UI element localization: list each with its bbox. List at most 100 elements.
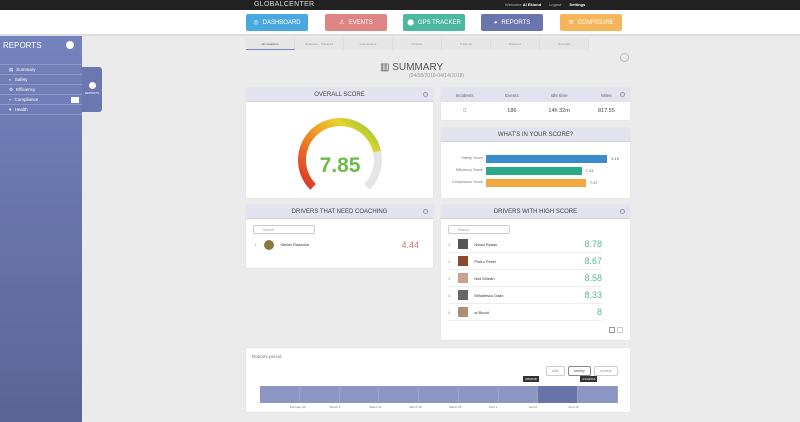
sidebar-item-efficiency[interactable]: ⚙ Efficiency <box>0 85 82 95</box>
avatar <box>458 239 469 249</box>
info-icon[interactable] <box>423 209 428 214</box>
top-bar: GLOBALCENTER Welcome Al Eklund Logout Se… <box>0 0 800 10</box>
timeline-range[interactable] <box>260 386 619 403</box>
date-range: (04/08/2018-04/14/2018) <box>409 73 465 79</box>
stat-header: Idle time <box>550 92 568 98</box>
timeline-week[interactable] <box>578 386 619 403</box>
driver-name: Piotro Pesel <box>474 258 496 264</box>
rank: 4. <box>448 292 452 298</box>
page-title: ▥ SUMMARY <box>380 62 443 73</box>
settings-link[interactable]: Settings <box>569 2 586 7</box>
timeline-week[interactable] <box>340 386 380 403</box>
warning-icon: ⚠ <box>339 20 345 26</box>
nav-label: CONFIGURE <box>577 19 614 26</box>
nav-label: GPS TRACKER <box>417 19 461 26</box>
avatar <box>458 256 469 266</box>
gauge-fill <box>298 118 381 190</box>
nav-configure[interactable]: ⚒ CONFIGURE <box>560 14 622 31</box>
panel-title: OVERALL SCORE <box>314 91 365 98</box>
sidebar-item-safety[interactable]: ◐ Safety <box>0 75 82 85</box>
subtab[interactable]: Trade Co <box>442 38 491 50</box>
driver-row[interactable]: 3. Neil Dillean 8.58 <box>448 270 602 287</box>
sub-tabs: All Locations Defensive · Pipelines Conn… <box>246 38 589 50</box>
next-page-button[interactable] <box>617 327 623 333</box>
summary-icon: ▤ <box>9 66 14 72</box>
driver-name: Stefan Radecka <box>280 242 309 247</box>
driver-score: 8.58 <box>584 273 602 283</box>
subtab[interactable]: Terminals <box>540 38 589 50</box>
export-icon[interactable] <box>620 53 629 62</box>
info-icon[interactable] <box>620 92 625 97</box>
sidebar-item-compliance[interactable]: ≈ Compliance <box>0 95 82 105</box>
nav-gps-tracker[interactable]: ⬤ GPS TRACKER <box>403 14 465 31</box>
coaching-panel: DRIVERS THAT NEED COACHING Search 1. Ste… <box>246 205 433 268</box>
sidebar-item-summary[interactable]: ▤ Summary <box>0 65 82 75</box>
timeline-tick-label: March 11 <box>369 405 382 409</box>
timeline-week[interactable] <box>419 386 459 403</box>
subtab[interactable]: Business <box>491 38 540 50</box>
timeline-week[interactable] <box>260 386 300 403</box>
nav-dashboard[interactable]: ◎ DASHBOARD <box>246 14 308 31</box>
nav-reports[interactable]: ◕ REPORTS <box>481 14 543 31</box>
timeline-tick-label: April 8 <box>528 405 538 409</box>
sidebar-item-label: Efficiency <box>16 87 36 92</box>
driver-name: al Bicchi <box>474 309 490 315</box>
timeline-week[interactable] <box>379 386 420 403</box>
subtab[interactable]: Connections <box>344 38 393 50</box>
info-icon[interactable] <box>620 209 625 214</box>
driver-row[interactable]: 5. al Bicchi 8 <box>448 304 602 321</box>
reports-logo-icon <box>66 41 74 49</box>
daily-button[interactable]: daily <box>545 366 566 376</box>
sidebar: REPORTS ▤ Summary ◐ Safety ⚙ Efficiency ≈ Co… <box>0 36 82 422</box>
weekly-button[interactable]: weekly <box>568 366 591 376</box>
reports-flyout[interactable]: REPORTS <box>82 67 102 112</box>
location-icon: ⬤ <box>407 20 414 26</box>
nav-label: REPORTS <box>501 19 531 26</box>
prev-page-button[interactable] <box>609 327 615 333</box>
miles-value: 817.55 <box>597 108 615 114</box>
subtab[interactable]: Defensive · Pipelines <box>295 38 344 50</box>
driver-row[interactable]: 1. Stefan Radecka 4.44 <box>246 236 433 253</box>
welcome-text: Welcome <box>505 2 522 7</box>
high-score-search-input[interactable]: Search <box>448 225 510 234</box>
timeline-tick-label: March 4 <box>329 405 341 409</box>
sidebar-item-label: Compliance <box>14 97 39 102</box>
stat-header: Events <box>504 92 519 98</box>
selected-week[interactable] <box>538 386 579 403</box>
rank: 5. <box>448 309 452 315</box>
driver-row[interactable]: 4. Mihailescu Dalin 8.33 <box>448 287 602 304</box>
coaching-search-input[interactable]: Search <box>253 225 315 234</box>
compliance-icon: ≈ <box>9 97 12 102</box>
panel-title: DRIVERS THAT NEED COACHING <box>291 208 388 215</box>
score-bar-row: Efficiency Score 7.24 <box>441 167 630 175</box>
driver-score: 8.78 <box>584 239 602 249</box>
avatar <box>458 290 469 300</box>
user-name: Al Eklund <box>522 2 542 7</box>
user-bar: Welcome Al Eklund Logout Settings <box>505 2 585 7</box>
driver-row[interactable]: 2. Piotro Pesel 8.67 <box>448 253 602 270</box>
info-icon[interactable] <box>423 92 428 97</box>
logout-link[interactable]: Logout <box>549 2 562 7</box>
sidebar-item-health[interactable]: ♥ Health <box>0 105 82 115</box>
timeline-tick-label: March 25 <box>449 405 462 409</box>
subtab[interactable]: Vehicles <box>393 38 442 50</box>
bar-value: 9.19 <box>611 156 620 161</box>
subtab[interactable]: All Locations <box>246 38 295 50</box>
nav-events[interactable]: ⚠ EVENTS <box>325 14 387 31</box>
nav-label: EVENTS <box>348 19 373 26</box>
driver-name: Mihailescu Dalin <box>474 292 504 298</box>
overall-score-panel: OVERALL SCORE 7.85 <box>246 88 433 198</box>
timeline-week[interactable] <box>499 386 539 403</box>
monthly-button[interactable]: monthly <box>593 366 618 376</box>
timeline-tick-label: April 15 <box>568 405 579 409</box>
shield-icon: ◐ <box>9 77 12 82</box>
rank: 1. <box>448 241 452 247</box>
start-date-badge: 4/8/2018 <box>523 376 539 382</box>
chart-icon: ◕ <box>493 19 498 26</box>
high-score-panel: DRIVERS WITH HIGH SCORE Search 1. Nolan … <box>441 205 630 340</box>
driver-row[interactable]: 1. Nolan Ryass 8.78 <box>448 236 602 253</box>
bar-label: Efficiency Score <box>455 168 483 172</box>
bar-label: Safety Score <box>461 156 483 160</box>
timeline-week[interactable] <box>300 386 340 403</box>
timeline-week[interactable] <box>459 386 499 403</box>
